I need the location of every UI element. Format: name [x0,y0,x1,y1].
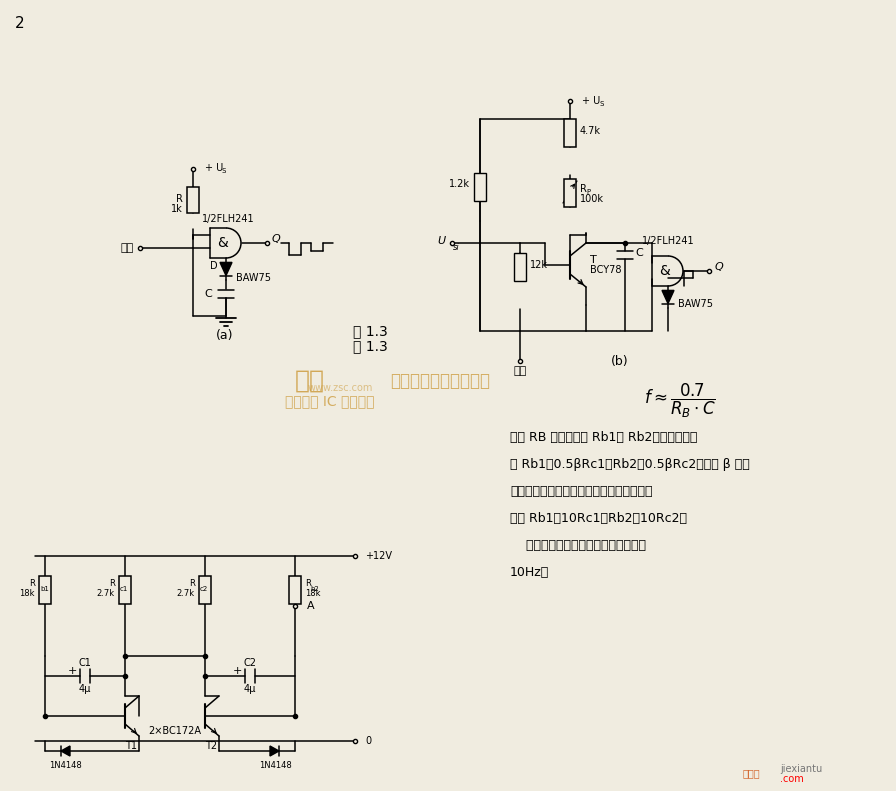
Text: 100k: 100k [580,194,604,204]
Text: C: C [204,289,212,299]
Text: R: R [30,580,35,589]
Text: 18k: 18k [305,589,321,599]
Polygon shape [270,746,279,756]
Text: si: si [453,243,460,252]
Text: jiexiantu: jiexiantu [780,764,823,774]
Text: www.zsc.com: www.zsc.com [307,383,373,393]
Text: C1: C1 [79,658,91,668]
Text: R: R [109,580,115,589]
Text: T: T [590,255,597,265]
Bar [514,253,526,281]
Text: b2: b2 [310,586,319,592]
Text: c1: c1 [120,586,128,592]
Text: (b): (b) [611,354,629,368]
Text: 图 1.3: 图 1.3 [353,339,387,353]
Bar [39,576,51,604]
Text: 2.7k: 2.7k [177,589,195,599]
Text: BAW75: BAW75 [678,299,713,309]
Text: S: S [599,101,603,107]
Text: 接线图: 接线图 [743,768,760,778]
Text: $f \approx \dfrac{0.7}{R_B \cdot C}$: $f \approx \dfrac{0.7}{R_B \cdot C}$ [644,382,716,420]
Text: 1k: 1k [171,204,183,214]
Text: b1: b1 [40,586,49,592]
Text: BAW75: BAW75 [236,273,271,283]
Text: 18k: 18k [20,589,35,599]
Text: + U: + U [205,163,223,173]
Text: 2: 2 [15,16,24,31]
Polygon shape [220,263,232,275]
Bar [564,179,576,207]
Text: 接通: 接通 [121,243,134,253]
Text: R: R [177,194,183,204]
Text: T1: T1 [125,741,137,751]
Text: 1/2FLH241: 1/2FLH241 [642,236,694,246]
Text: 1N4148: 1N4148 [48,760,82,770]
Bar [199,576,211,604]
Text: 式中 RB 即为图中的 Rb1或 Rb2，其上限值可: 式中 RB 即为图中的 Rb1或 Rb2，其上限值可 [510,431,697,444]
Polygon shape [61,746,70,756]
Text: T2: T2 [205,741,217,751]
Bar [289,576,301,604]
Text: &: & [217,236,228,250]
Text: S: S [222,168,227,174]
Text: 可取 Rb1＞10Rc1；Rb2＞10Rc2。: 可取 Rb1＞10Rc1；Rb2＞10Rc2。 [510,512,687,525]
Bar [564,119,576,147]
Text: R: R [580,184,587,194]
Text: 取 Rb1＜0.5βRc1；Rb2＜0.5βRc2。这里 β 为各: 取 Rb1＜0.5βRc1；Rb2＜0.5βRc2。这里 β 为各 [510,458,750,471]
Text: C: C [635,248,642,258]
Bar [187,187,199,213]
Text: 1.2k: 1.2k [449,179,470,189]
Text: 1/2FLH241: 1/2FLH241 [202,214,254,224]
Text: 2.7k: 2.7k [97,589,115,599]
Text: +: + [67,666,77,676]
Text: BCY78: BCY78 [590,265,622,275]
Text: D: D [211,261,218,271]
Text: 接通: 接通 [513,366,527,376]
Text: 0: 0 [365,736,371,746]
Text: 4μ: 4μ [244,684,256,694]
Text: + U: + U [582,96,600,106]
Text: (a): (a) [216,330,234,343]
Text: Q: Q [715,262,724,272]
Text: R: R [189,580,195,589]
Text: 10Hz。: 10Hz。 [510,566,549,579]
Text: 缝库电子市场有限公司: 缝库电子市场有限公司 [390,372,490,390]
Text: &: & [659,264,669,278]
Text: R: R [305,580,311,589]
Text: 4μ: 4μ [79,684,91,694]
Text: 2×BC172A: 2×BC172A [149,726,202,736]
Text: 晶体管集电极电流放大系数。电阻的下限值: 晶体管集电极电流放大系数。电阻的下限值 [510,485,652,498]
Text: c2: c2 [200,586,208,592]
Text: +: + [232,666,242,676]
Text: 杭州: 杭州 [295,369,325,393]
Text: +12V: +12V [365,551,392,561]
Text: 12k: 12k [530,260,548,270]
Bar [119,576,131,604]
Text: C2: C2 [244,658,256,668]
Text: 1N4148: 1N4148 [259,760,291,770]
Text: P: P [586,189,590,195]
Text: U: U [437,236,445,246]
Text: A: A [307,601,314,611]
Text: 全球最大 IC 采购网站: 全球最大 IC 采购网站 [285,394,375,408]
Text: 在图中所示电路参数下矩形波频率为: 在图中所示电路参数下矩形波频率为 [510,539,646,552]
Text: 4.7k: 4.7k [580,126,601,136]
Text: 图 1.3: 图 1.3 [353,324,387,338]
Text: Q: Q [272,234,280,244]
Polygon shape [662,290,674,304]
Text: .com: .com [780,774,804,784]
Bar [474,173,486,201]
